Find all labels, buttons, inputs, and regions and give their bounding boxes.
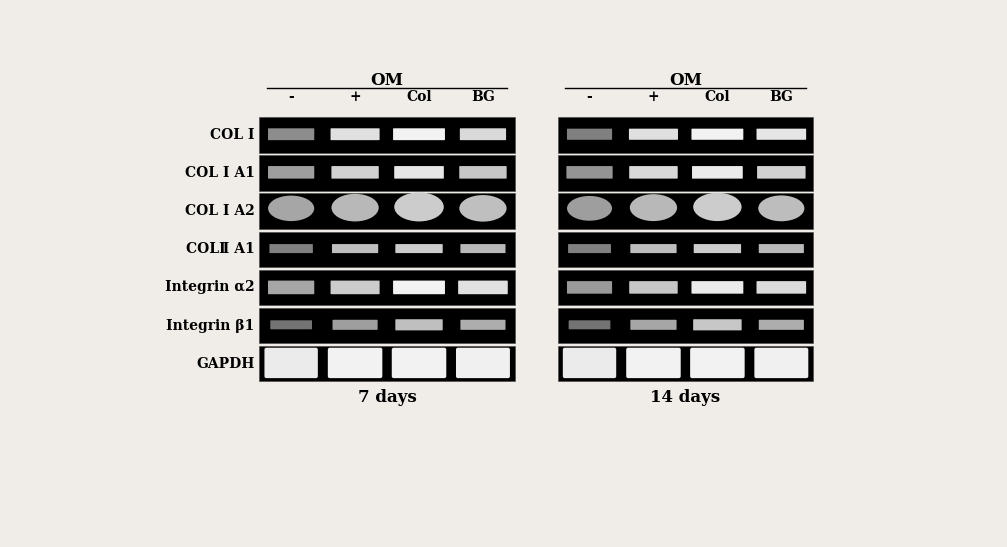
FancyBboxPatch shape xyxy=(568,244,611,253)
FancyBboxPatch shape xyxy=(630,320,677,330)
Text: +: + xyxy=(648,90,660,104)
FancyBboxPatch shape xyxy=(569,321,610,329)
FancyBboxPatch shape xyxy=(456,348,510,378)
FancyBboxPatch shape xyxy=(460,129,507,140)
Text: Col: Col xyxy=(705,90,730,104)
Text: +: + xyxy=(349,90,361,104)
FancyBboxPatch shape xyxy=(270,244,313,253)
FancyBboxPatch shape xyxy=(392,348,446,378)
FancyBboxPatch shape xyxy=(393,281,445,294)
FancyBboxPatch shape xyxy=(265,348,318,378)
Bar xyxy=(558,155,814,191)
Ellipse shape xyxy=(268,196,314,221)
Text: 7 days: 7 days xyxy=(357,389,417,406)
FancyBboxPatch shape xyxy=(756,129,807,140)
Bar xyxy=(558,308,814,343)
Text: 14 days: 14 days xyxy=(651,389,720,406)
FancyBboxPatch shape xyxy=(328,348,383,378)
FancyBboxPatch shape xyxy=(567,281,612,294)
FancyBboxPatch shape xyxy=(268,166,314,179)
FancyBboxPatch shape xyxy=(692,281,743,294)
FancyBboxPatch shape xyxy=(629,166,678,179)
FancyBboxPatch shape xyxy=(626,348,681,378)
Bar xyxy=(259,155,515,191)
Text: OM: OM xyxy=(371,72,404,89)
FancyBboxPatch shape xyxy=(396,319,443,330)
Ellipse shape xyxy=(567,196,612,221)
FancyBboxPatch shape xyxy=(694,244,741,253)
Text: -: - xyxy=(587,90,592,104)
Bar xyxy=(558,270,814,305)
Text: Integrin β1: Integrin β1 xyxy=(166,318,255,333)
FancyBboxPatch shape xyxy=(459,166,507,179)
FancyBboxPatch shape xyxy=(270,321,312,329)
FancyBboxPatch shape xyxy=(758,244,804,253)
Ellipse shape xyxy=(331,194,379,222)
Bar xyxy=(558,346,814,381)
Text: -: - xyxy=(288,90,294,104)
FancyBboxPatch shape xyxy=(566,166,612,179)
FancyBboxPatch shape xyxy=(332,244,379,253)
Bar xyxy=(558,117,814,153)
Text: OM: OM xyxy=(669,72,702,89)
Text: GAPDH: GAPDH xyxy=(196,357,255,371)
FancyBboxPatch shape xyxy=(393,129,445,140)
FancyBboxPatch shape xyxy=(567,129,612,140)
FancyBboxPatch shape xyxy=(460,320,506,330)
FancyBboxPatch shape xyxy=(754,348,809,378)
FancyBboxPatch shape xyxy=(758,320,804,330)
Bar xyxy=(558,231,814,267)
Ellipse shape xyxy=(629,194,677,221)
FancyBboxPatch shape xyxy=(690,348,744,378)
Ellipse shape xyxy=(459,195,507,222)
FancyBboxPatch shape xyxy=(268,129,314,140)
Ellipse shape xyxy=(693,193,741,221)
Bar xyxy=(558,194,814,229)
Bar xyxy=(259,117,515,153)
Text: COLⅡ A1: COLⅡ A1 xyxy=(185,242,255,257)
FancyBboxPatch shape xyxy=(693,319,741,330)
Text: COL I: COL I xyxy=(210,128,255,142)
FancyBboxPatch shape xyxy=(330,129,380,140)
Bar xyxy=(259,231,515,267)
Text: Integrin α2: Integrin α2 xyxy=(165,281,255,294)
Ellipse shape xyxy=(395,193,444,222)
FancyBboxPatch shape xyxy=(629,281,678,294)
FancyBboxPatch shape xyxy=(757,166,806,179)
FancyBboxPatch shape xyxy=(756,281,807,294)
FancyBboxPatch shape xyxy=(563,348,616,378)
Text: COL I A1: COL I A1 xyxy=(184,166,255,180)
FancyBboxPatch shape xyxy=(458,281,508,294)
Bar xyxy=(259,270,515,305)
FancyBboxPatch shape xyxy=(331,166,379,179)
FancyBboxPatch shape xyxy=(394,166,444,179)
Ellipse shape xyxy=(758,195,805,222)
FancyBboxPatch shape xyxy=(692,166,743,179)
Text: BG: BG xyxy=(769,90,794,104)
Text: Col: Col xyxy=(406,90,432,104)
FancyBboxPatch shape xyxy=(460,244,506,253)
FancyBboxPatch shape xyxy=(692,129,743,140)
Bar xyxy=(259,308,515,343)
Bar xyxy=(259,346,515,381)
FancyBboxPatch shape xyxy=(268,281,314,294)
FancyBboxPatch shape xyxy=(629,129,678,140)
Text: BG: BG xyxy=(471,90,494,104)
FancyBboxPatch shape xyxy=(630,244,677,253)
Text: COL I A2: COL I A2 xyxy=(184,204,255,218)
FancyBboxPatch shape xyxy=(396,244,443,253)
Bar xyxy=(259,194,515,229)
FancyBboxPatch shape xyxy=(332,320,378,330)
FancyBboxPatch shape xyxy=(330,281,380,294)
